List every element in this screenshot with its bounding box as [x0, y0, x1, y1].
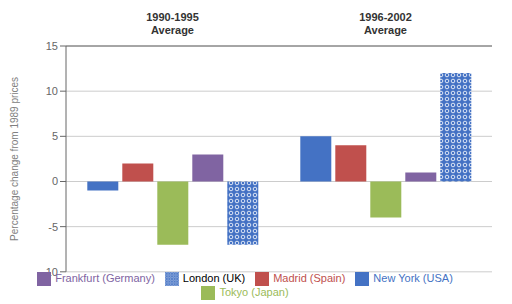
svg-text:5: 5: [52, 130, 58, 142]
svg-text:-5: -5: [48, 221, 58, 233]
svg-text:Percentage change from 1989 pr: Percentage change from 1989 prices: [9, 77, 20, 241]
html-text:Tokyo (Japan): Tokyo (Japan): [219, 285, 289, 298]
html-text:Frankfurt (Germany): Frankfurt (Germany): [55, 271, 155, 284]
html-text:New York (USA): New York (USA): [373, 271, 453, 284]
svg-text:0: 0: [52, 175, 58, 187]
svg-text:-10: -10: [42, 266, 58, 278]
html-text:London (UK): London (UK): [182, 271, 246, 284]
svg-text:10: 10: [46, 85, 58, 97]
svg-text:15: 15: [46, 40, 58, 52]
svg-text:1996-2002Average: 1996-2002Average: [359, 11, 412, 36]
html-text:Madrid (Spain): Madrid (Spain): [273, 271, 346, 284]
svg-text:1990-1995Average: 1990-1995Average: [146, 11, 199, 36]
